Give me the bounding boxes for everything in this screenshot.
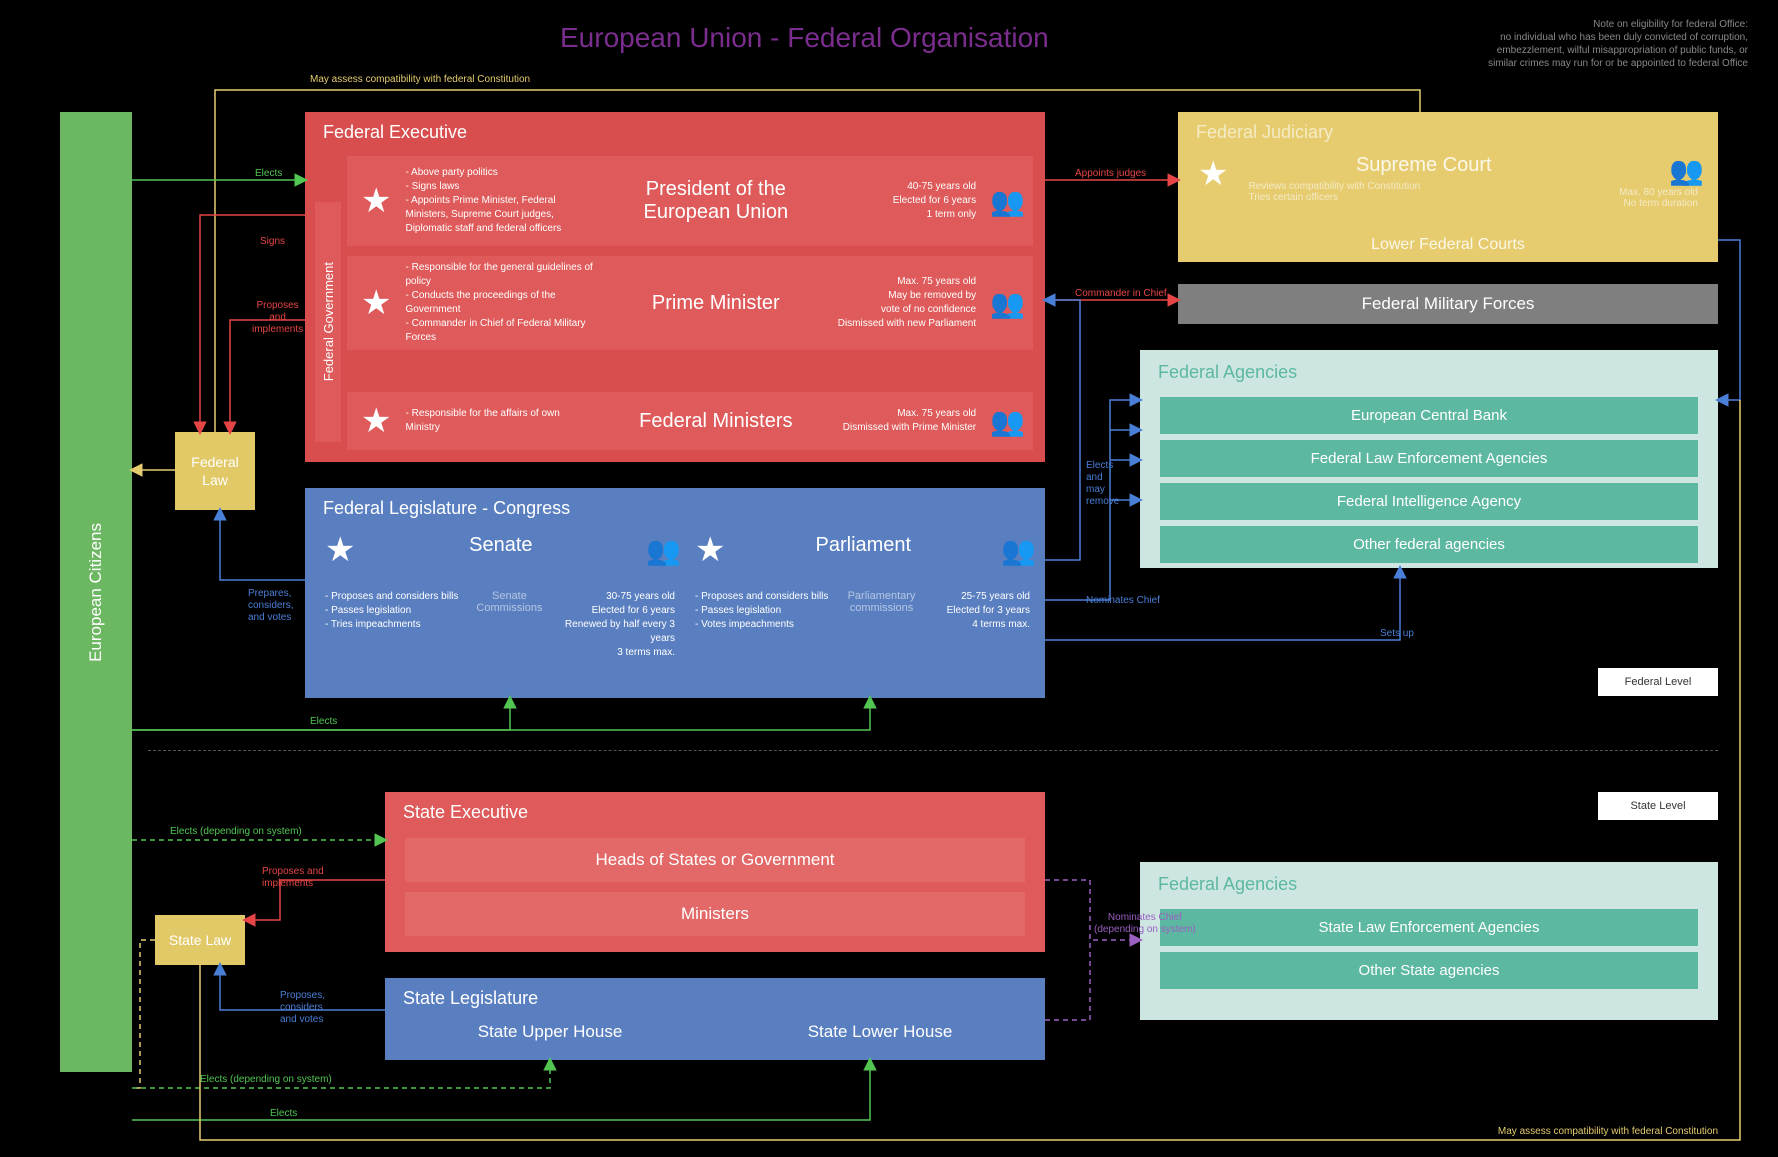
federal-military: Federal Military Forces [1178,284,1718,324]
star-icon: ★ [1198,154,1228,194]
lbl-commander: Commander in Chief [1075,288,1167,300]
parliament-bullets: - Proposes and considers bills - Passes … [695,590,838,632]
agency-intel: Federal Intelligence Agency [1160,483,1698,520]
military-title: Federal Military Forces [1362,294,1535,314]
lbl-appoints: Appoints judges [1075,168,1146,180]
pm-bullets: - Responsible for the general guidelines… [405,261,595,345]
page-title: European Union - Federal Organisation [560,22,1049,54]
ministers-title: Federal Ministers [609,410,822,433]
state-law-box: State Law [155,915,245,965]
star-icon: ★ [325,530,355,570]
gov-vert-label: Federal Government [315,202,341,442]
legislature-title: Federal Legislature - Congress [305,488,1045,523]
federal-judiciary: Federal Judiciary ★ Supreme Court Review… [1178,112,1718,262]
ministers-meta: Max. 75 years old Dismissed with Prime M… [836,407,976,435]
parliament-sub: Parliamentary commissions [848,590,916,614]
state-agency-law: State Law Enforcement Agencies [1160,909,1698,946]
people-icon: 👥 [1619,154,1698,187]
state-head: Heads of States or Government [405,838,1025,882]
lbl-may-assess-top: May assess compatibility with federal Co… [310,74,530,86]
federal-executive: Federal Executive Federal Government ★ -… [305,112,1045,462]
president-meta: 40-75 years old Elected for 6 years 1 te… [836,180,976,222]
state-leg-title: State Legislature [385,978,1045,1013]
ministers-bullets: - Responsible for the affairs of own Min… [405,407,595,435]
citizens-bar: European Citizens [60,112,132,1072]
role-president: ★ - Above party politics - Signs laws - … [347,156,1033,246]
pm-meta: Max. 75 years old May be removed by vote… [836,275,976,331]
lbl-elects-2: Elects [310,716,337,728]
federal-law-box: Federal Law [175,432,255,510]
supreme-sub: Reviews compatibility with Constitution … [1248,181,1599,203]
senate-meta: 30-75 years old Elected for 6 years Rene… [552,590,675,660]
lbl-elects-3: Elects [270,1108,297,1120]
role-ministers: ★ - Responsible for the affairs of own M… [347,392,1033,450]
eligibility-note: Note on eligibility for federal Office: … [1408,18,1748,70]
parliament-block: ★ Parliament 👥 - Proposes and considers … [695,534,1030,684]
state-lower: State Lower House [715,1022,1045,1042]
people-icon: 👥 [990,185,1019,218]
senate-block: ★ Senate 👥 - Proposes and considers bill… [325,534,675,684]
lbl-proposes2: Proposes, considers and votes [280,990,325,1026]
president-title: President of the European Union [609,178,822,224]
lbl-elects-dep: Elects (depending on system) [170,826,302,838]
lbl-proposes-impl2: Proposes and implements [262,866,324,890]
people-icon: 👥 [990,287,1019,320]
lower-courts: Lower Federal Courts [1198,236,1698,254]
lbl-proposes-impl: Proposes and implements [252,300,303,336]
lbl-prepares: Prepares, considers, and votes [248,588,294,624]
lbl-elects-1: Elects [255,168,282,180]
state-agency-other: Other State agencies [1160,952,1698,989]
agency-ecb: European Central Bank [1160,397,1698,434]
lbl-nominates-dep: Nominates Chief (depending on system) [1094,912,1196,936]
lbl-elects-dep2: Elects (depending on system) [200,1074,332,1086]
senate-bullets: - Proposes and considers bills - Passes … [325,590,466,660]
agencies-title: Federal Agencies [1140,350,1718,391]
lbl-setsup: Sets up [1380,628,1414,640]
judiciary-title: Federal Judiciary [1178,112,1718,147]
state-ministers: Ministers [405,892,1025,936]
federal-executive-title: Federal Executive [305,112,1045,147]
president-bullets: - Above party politics - Signs laws - Ap… [405,166,595,236]
citizens-label: European Citizens [86,523,106,662]
state-exec-title: State Executive [385,792,1045,827]
star-icon: ★ [361,181,391,221]
lbl-elects-remove: Elects and may remove [1086,460,1119,508]
federal-legislature: Federal Legislature - Congress ★ Senate … [305,488,1045,698]
lbl-may-assess-bottom: May assess compatibility with federal Co… [1498,1126,1718,1138]
pm-title: Prime Minister [609,292,822,315]
state-agencies-title: Federal Agencies [1140,862,1718,903]
state-executive: State Executive Heads of States or Gover… [385,792,1045,952]
parliament-meta: 25-75 years old Elected for 3 years 4 te… [925,590,1030,632]
legend-state: State Level [1598,792,1718,820]
star-icon: ★ [695,530,725,570]
legend-federal: Federal Level [1598,668,1718,696]
parliament-title: Parliament [755,534,971,557]
state-upper: State Upper House [385,1022,715,1042]
agency-law: Federal Law Enforcement Agencies [1160,440,1698,477]
people-icon: 👥 [1001,534,1030,567]
lbl-signs: Signs [260,236,285,248]
state-agencies: Federal Agencies State Law Enforcement A… [1140,862,1718,1020]
senate-title: Senate [385,534,616,557]
role-pm: ★ - Responsible for the general guidelin… [347,256,1033,350]
level-divider [148,750,1718,751]
agency-other: Other federal agencies [1160,526,1698,563]
federal-agencies: Federal Agencies European Central Bank F… [1140,350,1718,568]
people-icon: 👥 [990,405,1019,438]
star-icon: ★ [361,401,391,441]
star-icon: ★ [361,283,391,323]
lbl-nominates: Nominates Chief [1086,595,1160,607]
people-icon: 👥 [646,534,675,567]
supreme-meta: Max. 80 years old No term duration [1619,187,1698,209]
supreme-title: Supreme Court [1248,154,1599,177]
state-legislature: State Legislature State Upper House Stat… [385,978,1045,1060]
senate-sub: Senate Commissions [476,590,542,614]
